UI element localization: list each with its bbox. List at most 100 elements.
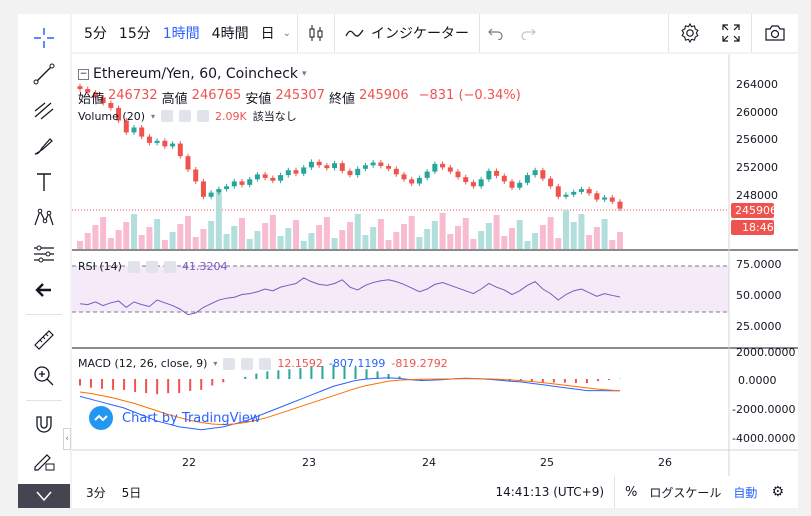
interval-5m[interactable]: 5分 <box>84 26 107 42</box>
volume-bar <box>277 236 284 249</box>
time-tick: 22 <box>182 456 196 469</box>
candle <box>378 162 384 166</box>
collapse-toolbar-handle[interactable]: ‹ <box>63 428 71 450</box>
fib-tool[interactable] <box>18 94 70 126</box>
macd-series <box>79 377 621 431</box>
back-tool[interactable] <box>18 274 70 306</box>
candle <box>478 179 484 187</box>
candle <box>239 181 245 185</box>
candle <box>416 177 422 184</box>
trend-line-tool[interactable] <box>18 58 70 90</box>
fullscreen-button[interactable] <box>711 14 751 52</box>
indicator-wave-icon <box>345 29 364 37</box>
candle <box>170 143 176 147</box>
candle <box>370 162 376 166</box>
collapse-legend-icon[interactable]: − <box>78 68 89 80</box>
candle <box>532 170 538 176</box>
volume-bar <box>586 235 593 249</box>
pencil-lock-icon <box>34 454 55 471</box>
undo-icon <box>488 28 503 40</box>
snapshot-button[interactable] <box>752 14 798 52</box>
volume-bar <box>424 229 431 249</box>
interval-1h[interactable]: 1時間 <box>162 26 200 42</box>
gear-icon[interactable]: ⚙ <box>771 484 784 500</box>
range-5d[interactable]: 5日 <box>121 485 142 500</box>
volume-bar <box>254 231 261 249</box>
candle <box>231 181 237 187</box>
candle <box>200 181 206 197</box>
log-scale-toggle[interactable]: ログスケール <box>649 485 722 500</box>
rsi-legend[interactable]: RSI (14) 41.3204 <box>78 260 227 273</box>
chart-type-button[interactable] <box>298 14 334 52</box>
brush-tool[interactable] <box>18 130 70 162</box>
gear-icon[interactable] <box>179 110 192 122</box>
change-value: −831 (−0.34%) <box>418 88 521 103</box>
volume-bar <box>123 222 130 249</box>
chart-panel[interactable]: 264000 260000 256000 252000 248000 2 245… <box>72 54 798 476</box>
interval-4h[interactable]: 4時間 <box>211 26 249 42</box>
eye-icon <box>36 491 52 502</box>
volume-bar <box>408 216 415 249</box>
zoom-in-icon <box>34 366 54 386</box>
rsi-series <box>79 277 621 316</box>
redo-button[interactable] <box>512 14 544 52</box>
volume-bar <box>269 215 276 249</box>
macd-signal-value: -819.2792 <box>391 357 448 370</box>
zoom-tool[interactable] <box>18 360 70 392</box>
range-3d[interactable]: 3分 <box>86 485 106 500</box>
candle <box>409 179 415 184</box>
interval-1d[interactable]: 日 ⌄ <box>255 14 297 52</box>
close-icon[interactable] <box>259 357 272 370</box>
candle <box>501 175 507 182</box>
undo-button[interactable] <box>480 14 512 52</box>
volume-bar <box>470 239 477 249</box>
measure-tool[interactable] <box>18 238 70 270</box>
high-label: 高値 <box>161 92 188 107</box>
gear-icon[interactable] <box>145 260 158 273</box>
candle <box>123 120 129 133</box>
volume-bar <box>501 236 508 249</box>
ruler-tool[interactable] <box>18 324 70 356</box>
magnet-tool[interactable] <box>18 408 70 440</box>
percent-toggle[interactable]: % <box>625 484 638 500</box>
macd-legend[interactable]: MACD (12, 26, close, 9) ▾ 12.1592 -807.1… <box>78 357 448 370</box>
crosshair-tool[interactable] <box>18 22 70 54</box>
pattern-tool[interactable] <box>18 202 70 234</box>
tradingview-watermark[interactable]: Chart by TradingView <box>88 405 260 431</box>
volume-bar <box>563 210 569 249</box>
volume-bar <box>138 235 145 249</box>
hide-drawings-button[interactable] <box>18 484 70 508</box>
volume-bar <box>293 220 299 249</box>
symbol-legend[interactable]: − Ethereum/Yen, 60, Coincheck ▾ <box>78 66 307 82</box>
interval-15m[interactable]: 15分 <box>118 26 151 42</box>
gear-icon[interactable] <box>241 357 254 370</box>
volume-bar <box>169 232 176 249</box>
candle <box>139 127 145 137</box>
auto-scale-toggle[interactable]: 自動 <box>733 485 758 500</box>
candle <box>332 163 338 169</box>
macd-tick: -4000.0000 <box>732 432 795 445</box>
settings-button[interactable] <box>669 14 711 52</box>
lock-drawings-tool[interactable] <box>18 444 70 476</box>
toolbar-divider <box>26 314 62 315</box>
close-value: 245906 <box>358 88 409 103</box>
volume-legend[interactable]: Volume (20) ▾ 2.09K 該当なし <box>78 108 297 124</box>
volume-bar <box>478 231 485 249</box>
volume-bar <box>370 227 377 249</box>
candle <box>509 181 515 188</box>
eye-icon[interactable] <box>161 110 174 122</box>
candle <box>85 89 91 93</box>
volume-bar <box>493 215 500 249</box>
chevron-down-icon: ▾ <box>213 359 218 368</box>
eye-icon[interactable] <box>127 260 140 273</box>
candle <box>540 170 546 179</box>
chart-canvas[interactable]: 264000 260000 256000 252000 248000 2 245… <box>72 54 798 476</box>
close-icon[interactable] <box>163 260 176 273</box>
clock[interactable]: 14:41:13 (UTC+9) <box>495 485 605 499</box>
indicators-button[interactable]: インジケーター <box>335 14 479 52</box>
text-tool[interactable] <box>18 166 70 198</box>
close-icon[interactable] <box>197 110 210 122</box>
eye-icon[interactable] <box>223 357 236 370</box>
volume-bar <box>331 238 338 249</box>
